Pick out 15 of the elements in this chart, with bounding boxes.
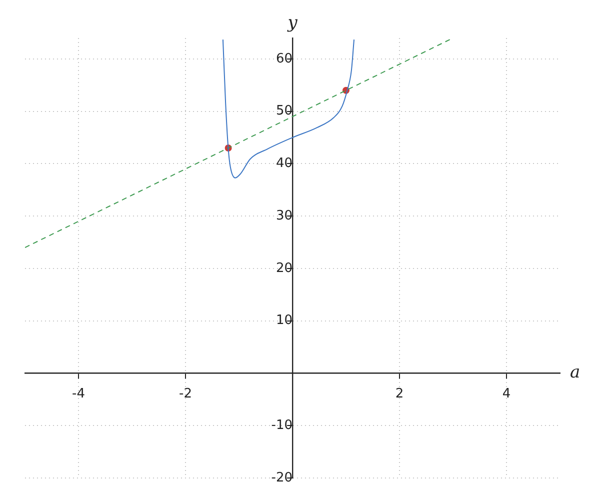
x-tick-label: 4 [502, 386, 511, 402]
y-tick-label: -20 [271, 470, 292, 486]
x-tick-label: -4 [72, 386, 85, 402]
x-tick-label: -2 [179, 386, 192, 402]
y-tick-label: 60 [276, 51, 292, 66]
x-axis-title: a [570, 362, 580, 383]
y-tick-label: 10 [276, 313, 292, 328]
y-tick-label: -10 [271, 418, 292, 433]
x-tick-label: 2 [395, 386, 404, 402]
y-tick-label: 20 [276, 260, 292, 276]
y-tick-label: 40 [276, 156, 292, 172]
line-series [222, 39, 355, 178]
y-tick-label: 30 [276, 208, 292, 224]
y-axis-title: y [286, 12, 298, 33]
y-tick-label: 50 [276, 104, 292, 119]
